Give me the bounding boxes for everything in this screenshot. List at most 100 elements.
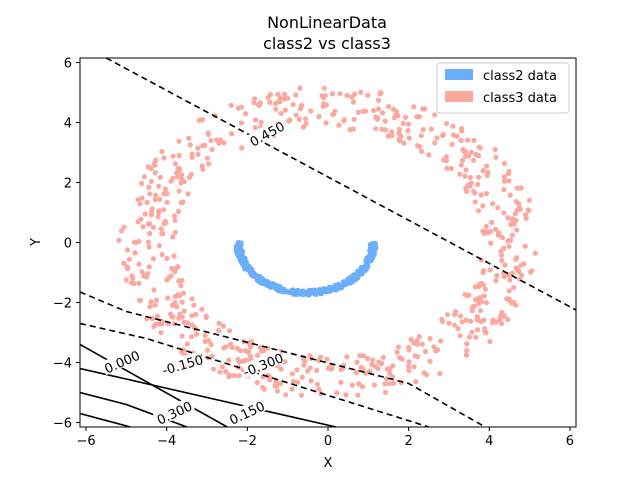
decision-line [105, 58, 576, 311]
class3-point [449, 141, 455, 147]
class3-point [174, 170, 180, 176]
decision-line [80, 367, 337, 427]
class3-point [289, 386, 295, 392]
class3-point [465, 137, 471, 143]
class3-point [155, 214, 161, 220]
class2-point [263, 281, 270, 287]
class3-point [161, 155, 167, 161]
class3-point [408, 336, 414, 342]
class3-point [138, 216, 144, 222]
class3-point [499, 252, 505, 258]
class3-point [177, 311, 183, 317]
x-tick-label: 6 [566, 434, 574, 449]
class3-point [477, 308, 484, 314]
class3-point [132, 250, 138, 256]
class3-point [505, 317, 511, 323]
class3-point [382, 118, 388, 124]
class3-point [168, 178, 174, 184]
class3-point [522, 243, 528, 249]
class3-point [187, 142, 193, 148]
class3-point [457, 313, 464, 319]
class3-point [238, 120, 245, 126]
class3-point [452, 311, 458, 318]
class3-point [472, 199, 478, 205]
class3-point [154, 313, 161, 319]
class3-point [171, 253, 177, 259]
class3-point [121, 260, 127, 266]
class3-point [509, 300, 515, 306]
class3-point [300, 124, 306, 130]
class2-point [370, 254, 376, 260]
class3-point [492, 147, 498, 153]
contour-label-background [225, 396, 268, 427]
class3-point [176, 188, 182, 194]
y-tick-label: −4 [53, 357, 72, 372]
class3-point [178, 283, 184, 289]
class3-point [501, 210, 507, 216]
class3-point [126, 256, 132, 262]
class3-point [344, 354, 350, 360]
class3-point [386, 381, 392, 387]
class3-point [471, 303, 477, 309]
class3-point [431, 344, 437, 350]
class3-point [440, 131, 446, 138]
class2-point [365, 264, 371, 270]
class3-point [413, 379, 419, 385]
class3-point [214, 137, 220, 143]
class3-point [426, 152, 432, 158]
class3-point [501, 187, 507, 193]
class3-point [174, 174, 180, 180]
class3-point [501, 160, 508, 167]
class3-point [513, 256, 519, 262]
class3-point [474, 296, 480, 302]
class3-point [245, 349, 252, 355]
class3-point [499, 257, 505, 264]
class3-point [477, 145, 483, 151]
class3-point [209, 146, 215, 153]
class3-point [459, 319, 465, 325]
class3-point [158, 329, 164, 336]
class3-point [432, 140, 438, 146]
class3-point [180, 199, 186, 205]
class3-point [222, 368, 229, 375]
class3-point [200, 166, 206, 172]
class3-point [181, 308, 187, 314]
class3-point [169, 265, 175, 271]
class3-point [501, 178, 507, 184]
class3-point [130, 275, 136, 281]
class3-point [301, 362, 307, 368]
class3-point [336, 122, 342, 128]
class3-point [466, 292, 472, 298]
y-tick-label: −6 [53, 417, 72, 432]
y-axis-label: Y [29, 238, 44, 247]
decision-line [80, 291, 486, 427]
class3-point [468, 180, 474, 186]
class3-point [488, 240, 494, 246]
class3-point [416, 334, 422, 340]
class3-point [242, 111, 249, 117]
class3-point [297, 85, 303, 91]
class3-point [489, 219, 495, 226]
class3-point [518, 185, 524, 191]
class3-point [179, 172, 185, 178]
class3-point [419, 148, 425, 154]
class3-point [511, 285, 517, 291]
class2-point [367, 248, 374, 255]
class2-point [333, 282, 339, 288]
class3-point [452, 322, 458, 328]
class3-point [308, 108, 314, 114]
class2-point [339, 285, 345, 291]
class3-point [157, 174, 163, 180]
class3-point [509, 216, 516, 222]
class2-point [359, 264, 365, 271]
class3-point [444, 165, 450, 171]
class3-point [472, 190, 478, 196]
class3-point [189, 296, 195, 302]
class3-point [146, 244, 152, 250]
class3-point [164, 277, 170, 283]
class3-point [337, 91, 343, 97]
class3-point [427, 358, 433, 364]
x-tick-label: 0 [324, 434, 332, 449]
class3-point [151, 323, 157, 330]
class3-point [294, 367, 300, 373]
